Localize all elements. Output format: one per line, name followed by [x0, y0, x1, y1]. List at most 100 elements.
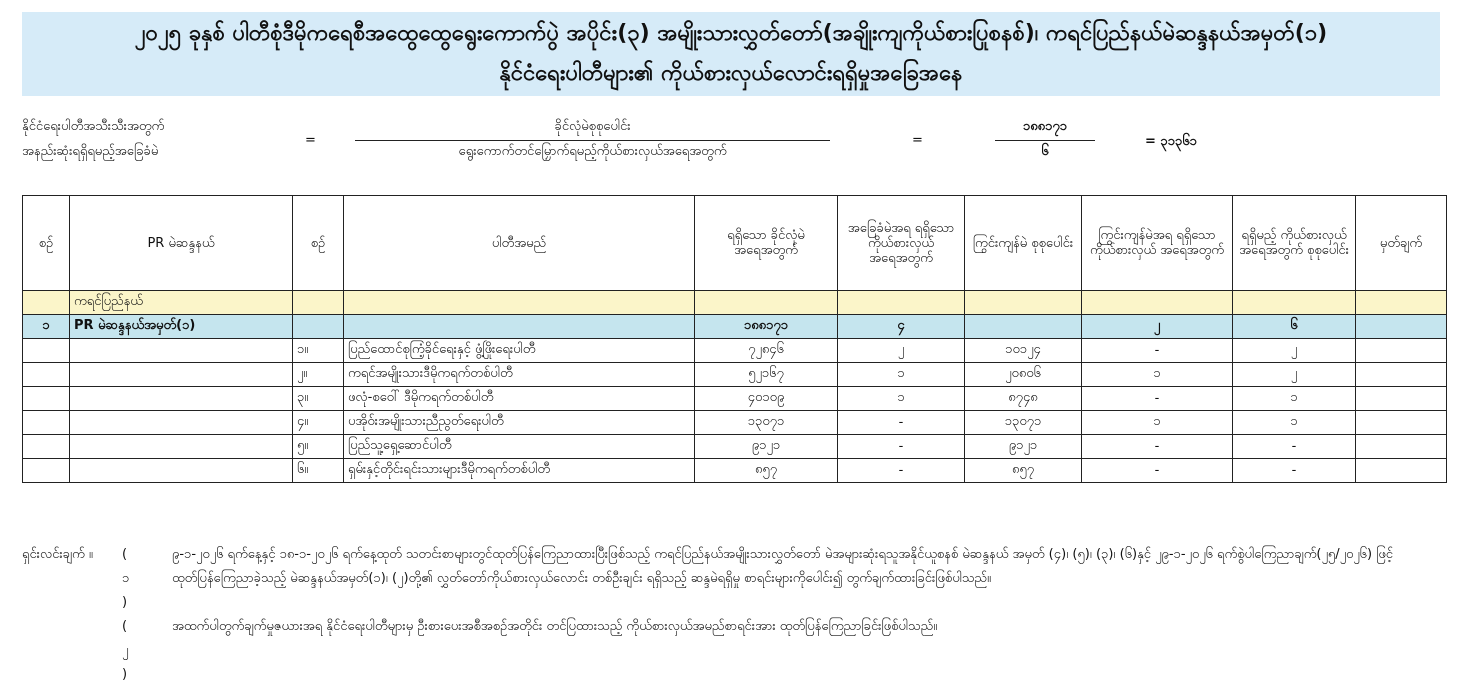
col-header-constituency: PR မဲဆန္ဒနယ်	[69, 195, 293, 291]
region-row: ကရင်ပြည်နယ်	[22, 290, 1447, 315]
party-votes: ၇၂၈၄၆	[694, 338, 838, 363]
empty-cell	[22, 458, 70, 483]
empty-cell	[22, 434, 70, 459]
party-rem-seats: ၁	[1081, 410, 1233, 435]
formula-equals-2: =	[912, 133, 923, 148]
party-rem-seats: -	[1081, 386, 1233, 411]
party-rem-seats: -	[1081, 434, 1233, 459]
note-1-text: ၉-၁-၂၀၂၆ ရက်နေ့နှင့် ၁၈-၁-၂၀၂၆ ရက်နေ့ထုတ…	[172, 547, 1394, 586]
party-remainder: ၈၅၇	[964, 458, 1082, 483]
party-votes: ၄၀၁၀၉	[694, 386, 838, 411]
col-header-remainder: ကြွင်းကျန်မဲ စုစုပေါင်း	[964, 195, 1082, 291]
party-name: ပြည်ထောင်စုကြံ့ခိုင်ရေးနှင့် ဖွံ့ဖြိုးရေ…	[343, 338, 695, 363]
fraction-line	[355, 140, 830, 141]
party-row: ၅။ ပြည်သူ့ရှေ့ဆောင်ပါတီ ၉၁၂၁-၉၁၂၁- -	[22, 434, 1447, 459]
party-rem-seats: ၁	[1081, 362, 1233, 387]
formula-label-2: အနည်းဆုံးရရှိရမည့်အခြေခံမဲ	[22, 144, 159, 159]
party-remainder: ၁၀၁၂၄	[964, 338, 1082, 363]
party-total: ၂	[1232, 362, 1356, 387]
party-total: ၂	[1232, 338, 1356, 363]
party-votes: ၅၂၁၆၇	[694, 362, 838, 387]
party-rem-seats: -	[1081, 458, 1233, 483]
party-row: ၂။ ကရင်အမျိုးသားဒီမိုကရက်တစ်ပါတီ ၅၂၁၆၇၁၂၀၈…	[22, 362, 1447, 387]
col-header-total-seats: ရရှိမည့် ကိုယ်စားလှယ် အရေအတွက် စုစုပေါင်…	[1232, 195, 1356, 291]
notes-label: ရှင်းလင်းချက် ။	[22, 547, 93, 562]
empty-cell	[1355, 338, 1447, 363]
party-remainder: ၁၃၀၇၁	[964, 410, 1082, 435]
formula-valid-votes: ၁၈၈၁၇၁	[1022, 119, 1068, 134]
party-total: ၁	[1232, 410, 1356, 435]
party-no: ၆။	[292, 458, 344, 483]
party-base: ၁	[837, 362, 965, 387]
party-total: ၁	[1232, 386, 1356, 411]
col-header-base-seats: အခြေခံမဲအရ ရရှိသော ကိုယ်စားလှယ် အရေအတွက်	[837, 195, 965, 291]
col-header-remarks: မှတ်ချက်	[1355, 195, 1447, 291]
empty-cell	[22, 386, 70, 411]
empty-cell	[1355, 410, 1447, 435]
constituency-base-seats: ၄	[837, 314, 965, 339]
party-no: ၄။	[292, 410, 344, 435]
empty-cell	[1355, 386, 1447, 411]
header-row: စဉ် PR မဲဆန္ဒနယ် စဉ် ပါတီအမည် ရရှိသော ခိ…	[22, 195, 1447, 291]
empty-cell	[22, 410, 70, 435]
party-votes: ၉၁၂၁	[694, 434, 838, 459]
empty-cell	[1355, 434, 1447, 459]
empty-cell	[69, 386, 293, 411]
constituency-valid-votes: ၁၈၈၁၇၁	[694, 314, 838, 339]
party-row: ၃။ ဖလုံ-စဝေါ် ဒီမိုကရက်တစ်ပါတီ ၄၀၁၀၉၁၈၇၄၈-…	[22, 386, 1447, 411]
col-header-party-name: ပါတီအမည်	[343, 195, 695, 291]
empty-cell	[69, 410, 293, 435]
constituency-no: ၁	[22, 314, 70, 339]
empty-cell	[69, 362, 293, 387]
formula-denominator: ရွေးကောက်တင်မြှောက်ရမည့်ကိုယ်စားလှယ်အရေအ…	[458, 144, 727, 159]
col-header-party-no: စဉ်	[292, 195, 344, 291]
note-2-number: ( ၂ )	[122, 619, 129, 682]
col-header-valid-votes: ရရှိသော ခိုင်လုံမဲ အရေအတွက်	[694, 195, 838, 291]
region-name: ကရင်ပြည်နယ်	[69, 290, 293, 315]
constituency-total-seats: ၆	[1232, 314, 1356, 339]
party-rem-seats: -	[1081, 338, 1233, 363]
party-row: ၆။ ရှမ်းနှင့်တိုင်းရင်းသားများဒီမိုကရက်တစ…	[22, 458, 1447, 483]
empty-cell	[69, 434, 293, 459]
party-name: ပြည်သူ့ရှေ့ဆောင်ပါတီ	[343, 434, 695, 459]
empty-cell	[1355, 458, 1447, 483]
fraction-line-2	[995, 140, 1095, 141]
constituency-name: PR မဲဆန္ဒနယ်အမှတ်(၁)	[69, 314, 293, 339]
party-row: ၁။ ပြည်ထောင်စုကြံ့ခိုင်ရေးနှင့် ဖွံ့ဖြိုး…	[22, 338, 1447, 363]
formula-label-1: နိုင်ငံရေးပါတီအသီးသီးအတွက်	[22, 119, 165, 134]
party-no: ၃။	[292, 386, 344, 411]
party-name: ဖလုံ-စဝေါ် ဒီမိုကရက်တစ်ပါတီ	[343, 386, 695, 411]
constituency-remainder-seats: ၂	[1081, 314, 1233, 339]
party-total: -	[1232, 458, 1356, 483]
party-votes: ၁၃၀၇၁	[694, 410, 838, 435]
title-line-2: နိုင်ငံရေးပါတီများ၏ ကိုယ်စားလှယ်လောင်းရရ…	[499, 61, 963, 86]
formula-result: = ၃၁၃၆၁	[1145, 134, 1197, 149]
results-table: စဉ် PR မဲဆန္ဒနယ် စဉ် ပါတီအမည် ရရှိသော ခိ…	[22, 195, 1447, 483]
title-line-1: ၂၀၂၅ ခုနှစ် ပါတီစုံဒီမိုကရေစီအထွေထွေရွေး…	[134, 21, 1328, 46]
formula-numerator: ခိုင်လုံမဲစုစုပေါင်း	[554, 119, 631, 134]
formula-equals-1: =	[305, 133, 316, 148]
party-remainder: ၉၁၂၁	[964, 434, 1082, 459]
empty-cell	[69, 458, 293, 483]
note-2-text: အထက်ပါတွက်ချက်မှုဇယားအရ နိုင်ငံရေးပါတီမျ…	[172, 619, 938, 634]
party-base: -	[837, 410, 965, 435]
party-name: ပအိုဝ်းအမျိုးသားညီညွတ်ရေးပါတီ	[343, 410, 695, 435]
note-1-number: ( ၁ )	[122, 547, 130, 610]
party-base: -	[837, 458, 965, 483]
party-no: ၂။	[292, 362, 344, 387]
party-votes: ၈၅၇	[694, 458, 838, 483]
empty-cell	[22, 338, 70, 363]
page-title: ၂၀၂၅ ခုနှစ် ပါတီစုံဒီမိုကရေစီအထွေထွေရွေး…	[22, 12, 1440, 96]
party-row: ၄။ ပအိုဝ်းအမျိုးသားညီညွတ်ရေးပါတီ ၁၃၀၇၁-၁၃၀…	[22, 410, 1447, 435]
party-base: -	[837, 434, 965, 459]
empty-cell	[1355, 362, 1447, 387]
col-header-remainder-seats: ကြွင်းကျန်မဲအရ ရရှိသော ကိုယ်စားလှယ် အရေအ…	[1081, 195, 1233, 291]
empty-cell	[22, 362, 70, 387]
party-total: -	[1232, 434, 1356, 459]
party-no: ၁။	[292, 338, 344, 363]
party-no: ၅။	[292, 434, 344, 459]
party-name: ရှမ်းနှင့်တိုင်းရင်းသားများဒီမိုကရက်တစ်ပ…	[343, 458, 695, 483]
col-header-no: စဉ်	[22, 195, 70, 291]
party-base: ၁	[837, 386, 965, 411]
party-name: ကရင်အမျိုးသားဒီမိုကရက်တစ်ပါတီ	[343, 362, 695, 387]
